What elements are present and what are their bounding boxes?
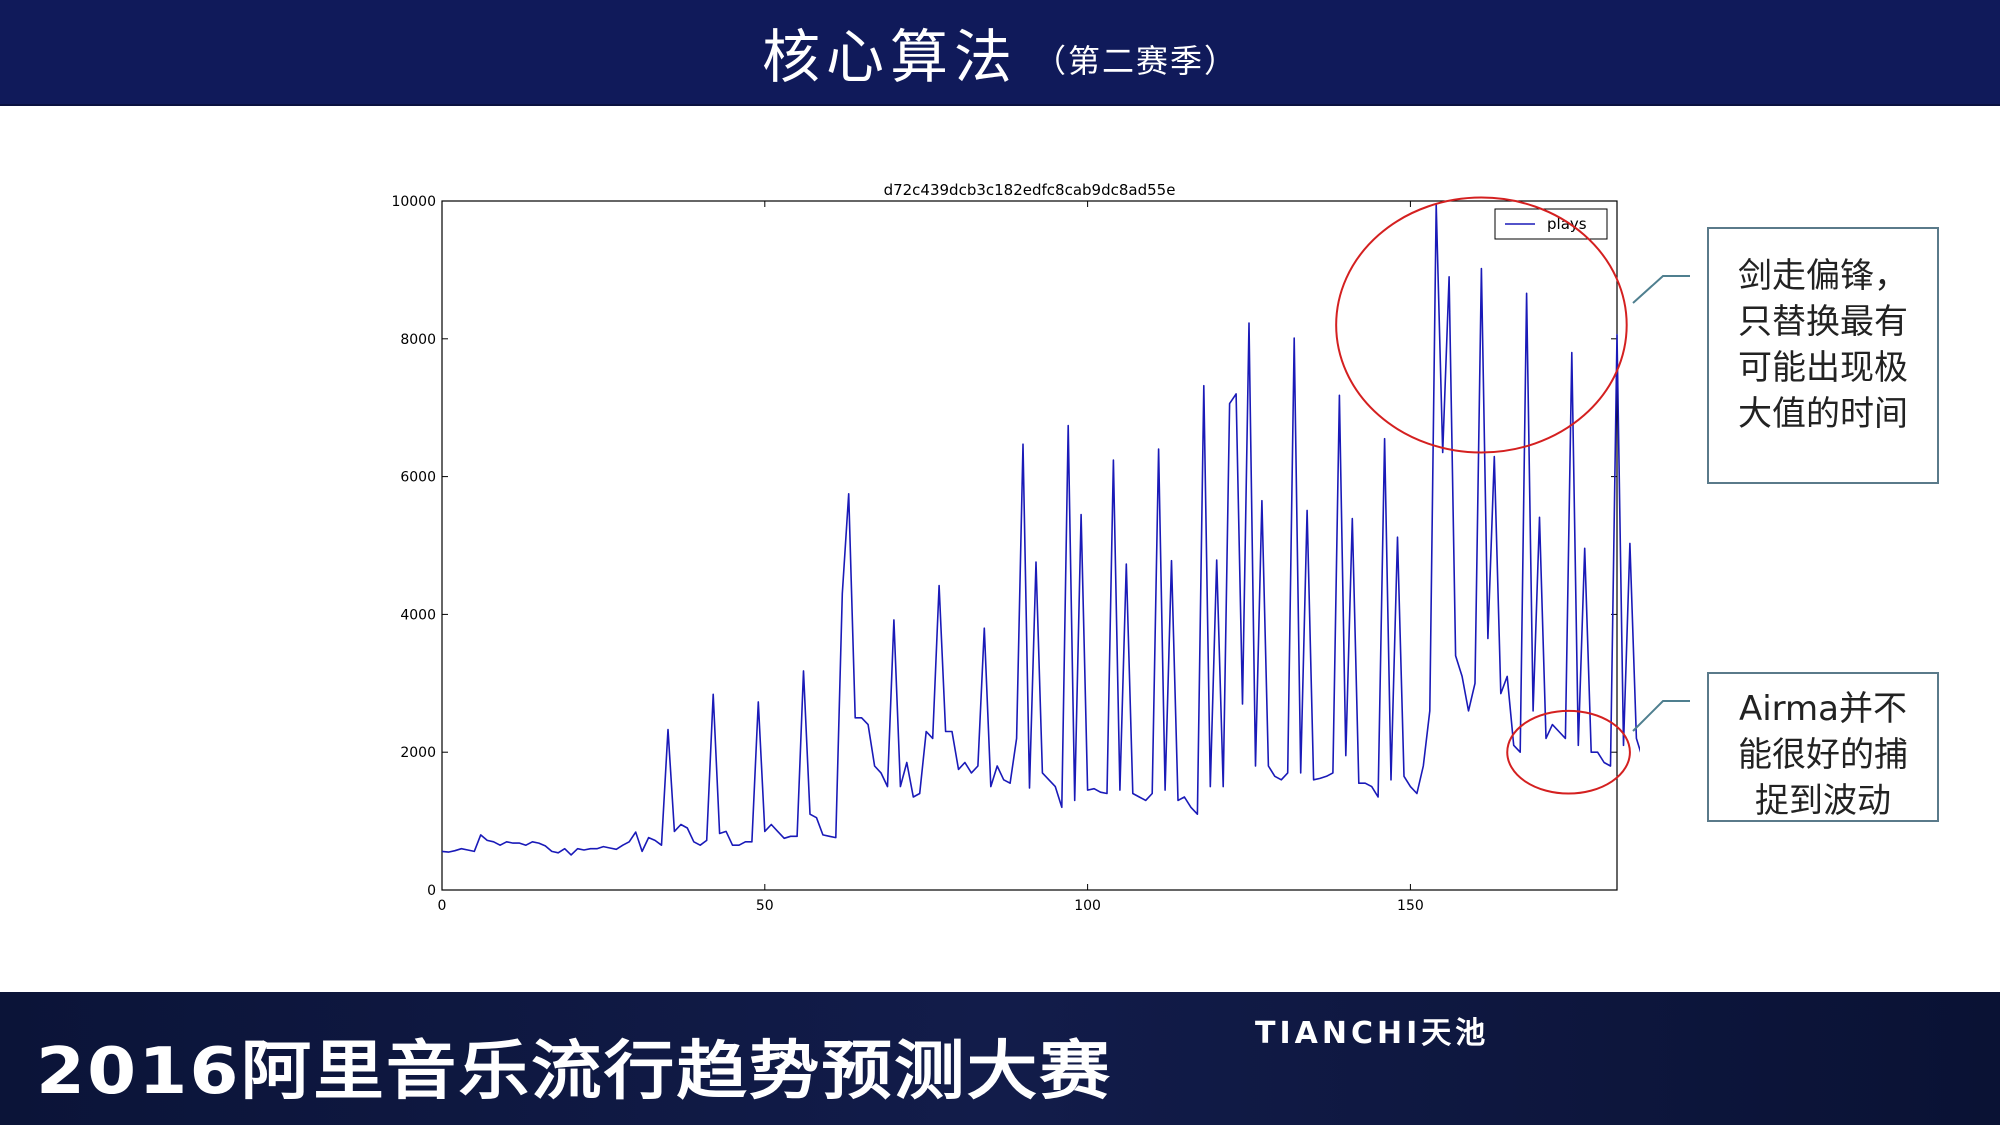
y-tick-label: 10000	[391, 194, 436, 210]
footer-brand-logo: TIANCHI天池	[1255, 1016, 1490, 1051]
footer-title: 2016阿里音乐流行趋势预测大赛	[36, 1035, 1112, 1109]
y-tick-label: 4000	[400, 607, 436, 623]
y-tick-label: 6000	[400, 470, 436, 486]
highlight-ellipse-peaks	[1335, 196, 1628, 454]
x-tick-label: 100	[1074, 898, 1101, 910]
title-subtitle: （第二赛季）	[1034, 42, 1239, 80]
callout-leader-2	[1632, 700, 1690, 732]
footer-bar	[0, 992, 2000, 1125]
line-chart: d72c439dcb3c182edfc8cab9dc8ad55e 0 2000 400…	[391, 181, 1640, 910]
title-main: 核心算法	[761, 23, 1018, 91]
y-tick-label: 8000	[400, 332, 436, 348]
callout-box-2: Airma并不能很好的捕捉到波动	[1707, 672, 1939, 822]
y-tick-label: 2000	[400, 745, 436, 761]
slide-title: 核心算法 （第二赛季）	[0, 0, 2000, 104]
x-tick-label: 50	[756, 898, 774, 910]
x-tick-label: 150	[1397, 898, 1424, 910]
callout-leader-1	[1632, 275, 1690, 304]
x-tick-label: 0	[438, 898, 447, 910]
header-bar	[0, 0, 2000, 106]
chart-title: d72c439dcb3c182edfc8cab9dc8ad55e	[884, 181, 1176, 199]
highlight-ellipse-tail	[1506, 709, 1631, 795]
callout-box-1: 剑走偏锋，只替换最有可能出现极大值的时间	[1707, 227, 1939, 484]
series-line-plays	[441, 203, 1640, 856]
y-tick-label: 0	[427, 883, 436, 899]
